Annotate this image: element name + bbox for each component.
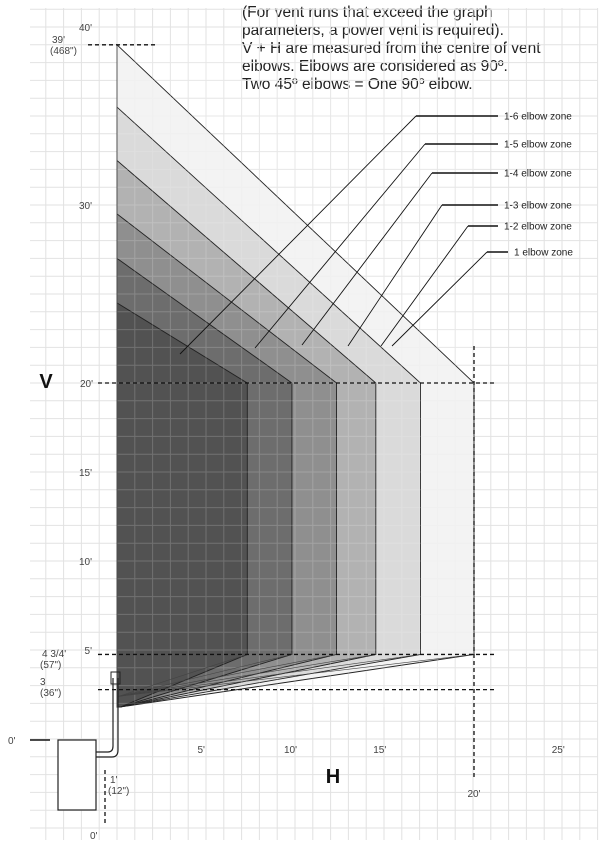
note-line-3: V + H are measured from the centre of ve… — [242, 40, 541, 57]
v-min-sublabel: (36") — [40, 688, 61, 699]
v-min-label: 3 — [40, 677, 46, 688]
chart-labels: 1-6 elbow zone 1-5 elbow zone 1-4 elbow zo… — [8, 23, 573, 842]
zone-6-elbow — [116, 302, 248, 708]
note-line-1: (For vent runs that exceed the graph — [242, 4, 493, 21]
leader-line-2 — [380, 225, 469, 347]
appliance-box — [57, 739, 97, 811]
v-min-long-sublabel: (57") — [40, 660, 61, 671]
zone-label-6: 1-6 elbow zone — [504, 112, 572, 123]
x-tick-label: 10' — [284, 745, 297, 756]
x-axis-label: H — [326, 766, 340, 788]
v-min-long-label: 4 3/4' — [42, 649, 66, 660]
vent-pipe-outer — [96, 678, 114, 753]
zone-label-1: 1 elbow zone — [514, 248, 573, 259]
leader-line-1 — [391, 251, 488, 347]
leader-line-6 — [179, 115, 417, 355]
reference-lines — [30, 44, 497, 825]
y-tick-label: 40' — [79, 23, 92, 34]
leader-line-3 — [347, 204, 443, 347]
h-max-label: 20' — [467, 789, 480, 800]
zone-label-3: 1-3 elbow zone — [504, 201, 572, 212]
v-max-label: 39' — [52, 35, 65, 46]
elbow-zones — [116, 43, 475, 708]
x-tick-label: 15' — [373, 745, 386, 756]
vent-elbow — [110, 671, 121, 685]
x-tick-label: 25' — [552, 745, 565, 756]
origin-v-label: 0' — [8, 736, 16, 747]
y-axis-label: V — [39, 371, 53, 393]
leader-line-5 — [254, 143, 426, 349]
h-min-sublabel: (12") — [108, 786, 129, 797]
vent-pipe-inner — [96, 678, 119, 758]
note-line-2: parameters, a power vent is required). — [242, 22, 504, 39]
v-20-label: 20' — [80, 379, 93, 390]
h-min-label: 1' — [110, 775, 118, 786]
zone-label-2: 1-2 elbow zone — [504, 222, 572, 233]
x-tick-label: 5' — [198, 745, 206, 756]
appliance-diagram — [57, 671, 121, 811]
y-tick-label: 15' — [79, 468, 92, 479]
origin-h-label: 0' — [90, 831, 98, 842]
v-max-sublabel: (468") — [50, 46, 77, 57]
y-tick-label: 10' — [79, 557, 92, 568]
y-tick-label: 30' — [79, 201, 92, 212]
leader-line-4 — [301, 172, 433, 346]
y-tick-label: 5' — [85, 646, 93, 657]
zone-label-4: 1-4 elbow zone — [504, 169, 572, 180]
zone-label-5: 1-5 elbow zone — [504, 140, 572, 151]
